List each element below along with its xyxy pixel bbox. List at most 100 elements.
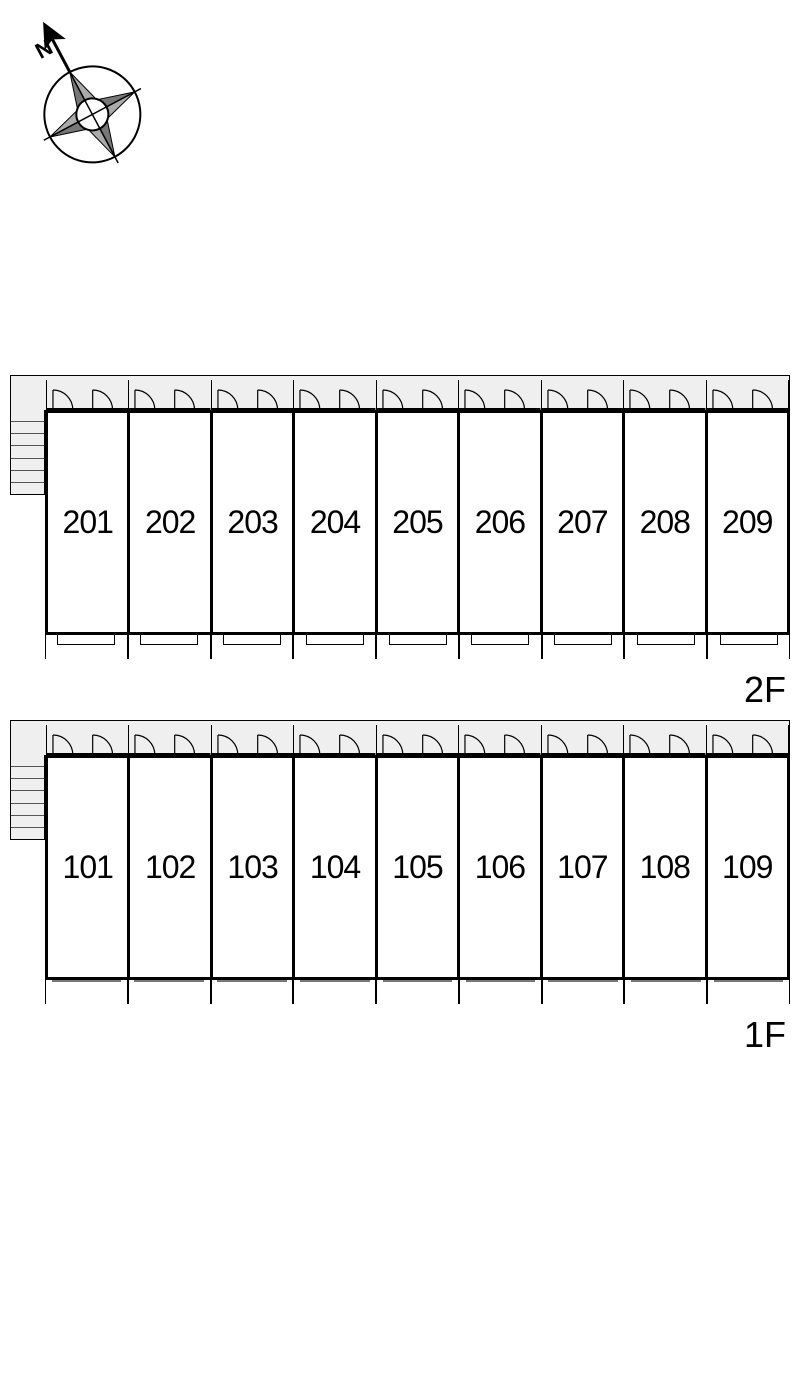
unit-cell: 208	[622, 413, 704, 632]
balcony-cell	[376, 980, 459, 1008]
window-ledge	[140, 635, 198, 645]
balcony-cell	[376, 635, 459, 663]
window-ledge	[217, 980, 287, 982]
stair-icon	[10, 755, 45, 840]
corridor	[10, 375, 790, 410]
unit-cell: 202	[127, 413, 209, 632]
window-ledge	[637, 635, 695, 645]
unit-doors	[376, 380, 458, 410]
unit-cell: 106	[457, 758, 539, 977]
door-icon	[129, 380, 210, 410]
unit-cell: 102	[127, 758, 209, 977]
balcony-cell	[459, 635, 542, 663]
balcony-cell	[211, 635, 294, 663]
door-icon	[377, 380, 458, 410]
door-icon	[459, 725, 540, 755]
unit-doors	[211, 380, 293, 410]
window-ledge	[466, 980, 536, 982]
balcony-cell	[707, 635, 790, 663]
floor-block-1f: 101102103104105106107108109 1F	[10, 720, 790, 1056]
door-icon	[459, 380, 540, 410]
window-ledge	[554, 635, 612, 645]
unit-doors	[128, 725, 210, 755]
window-ledge	[548, 980, 618, 982]
window-ledge	[52, 980, 122, 982]
door-icon	[294, 380, 375, 410]
door-icon	[212, 380, 293, 410]
window-ledge	[306, 635, 364, 645]
door-icon	[624, 725, 705, 755]
door-icon	[129, 725, 210, 755]
door-icon	[377, 725, 458, 755]
unit-cell: 103	[210, 758, 292, 977]
unit-doors	[458, 380, 540, 410]
balcony-cell	[45, 980, 128, 1008]
unit-cell: 105	[375, 758, 457, 977]
window-ledge	[471, 635, 529, 645]
unit-doors	[541, 725, 623, 755]
door-icon	[707, 725, 788, 755]
units-row: 101102103104105106107108109	[45, 755, 790, 980]
unit-doors	[623, 725, 705, 755]
window-ledge	[134, 980, 204, 982]
unit-doors	[293, 380, 375, 410]
unit-doors	[706, 380, 789, 410]
units-row: 201202203204205206207208209	[45, 410, 790, 635]
unit-cell: 204	[292, 413, 374, 632]
balcony-row	[45, 980, 790, 1008]
unit-cell: 203	[210, 413, 292, 632]
door-icon	[707, 380, 788, 410]
stair-icon	[10, 410, 45, 495]
door-icon	[542, 725, 623, 755]
balcony-cell	[459, 980, 542, 1008]
compass-svg: N	[10, 10, 170, 180]
unit-doors	[376, 725, 458, 755]
floor-label: 1F	[10, 1014, 786, 1056]
door-icon	[542, 380, 623, 410]
unit-cell: 104	[292, 758, 374, 977]
balcony-cell	[45, 635, 128, 663]
compass-rose: N	[10, 10, 170, 180]
unit-cell: 206	[457, 413, 539, 632]
window-ledge	[720, 635, 778, 645]
unit-cell: 109	[705, 758, 790, 977]
balcony-cell	[624, 980, 707, 1008]
door-icon	[624, 380, 705, 410]
window-ledge	[57, 635, 115, 645]
floor-label: 2F	[10, 669, 786, 711]
unit-doors	[623, 380, 705, 410]
unit-cell: 205	[375, 413, 457, 632]
corridor	[10, 720, 790, 755]
window-ledge	[714, 980, 784, 982]
unit-doors	[46, 380, 128, 410]
unit-doors	[706, 725, 789, 755]
window-ledge	[223, 635, 281, 645]
window-ledge	[631, 980, 701, 982]
unit-doors	[128, 380, 210, 410]
unit-doors	[293, 725, 375, 755]
balcony-cell	[128, 980, 211, 1008]
unit-cell: 101	[45, 758, 127, 977]
balcony-cell	[211, 980, 294, 1008]
door-icon	[47, 725, 128, 755]
window-ledge	[300, 980, 370, 982]
unit-cell: 107	[540, 758, 622, 977]
unit-cell: 108	[622, 758, 704, 977]
unit-doors	[46, 725, 128, 755]
floor-block-2f: 201202203204205206207208209 2F	[10, 375, 790, 711]
unit-cell: 201	[45, 413, 127, 632]
balcony-cell	[624, 635, 707, 663]
door-row	[46, 725, 789, 755]
door-icon	[294, 725, 375, 755]
door-icon	[47, 380, 128, 410]
window-ledge	[389, 635, 447, 645]
unit-doors	[541, 380, 623, 410]
window-ledge	[383, 980, 453, 982]
balcony-cell	[293, 635, 376, 663]
balcony-cell	[293, 980, 376, 1008]
unit-doors	[211, 725, 293, 755]
unit-cell: 207	[540, 413, 622, 632]
door-icon	[212, 725, 293, 755]
balcony-cell	[542, 980, 625, 1008]
door-row	[46, 380, 789, 410]
